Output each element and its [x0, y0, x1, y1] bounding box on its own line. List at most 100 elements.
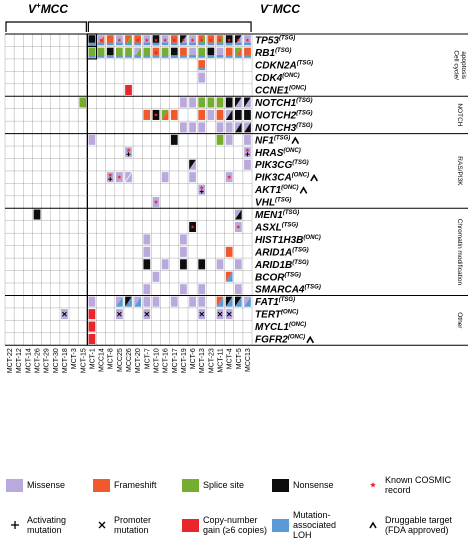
cell-fill — [198, 60, 206, 71]
gene-labels: TP53(TSG)RB1(TSG)CDKN2A(TSG)CDK4(ONC)CCN… — [254, 36, 321, 346]
gene-name: TP53 — [255, 36, 279, 47]
mutation-cell — [152, 296, 160, 307]
gene-class-tag: (TSG) — [285, 272, 301, 278]
loh-strip — [207, 55, 215, 58]
loh-strip — [152, 55, 160, 58]
gene-label: MEN1(TSG) — [255, 210, 299, 221]
cell-fill-lower — [134, 296, 142, 307]
legend-swatch — [93, 479, 110, 492]
cell-fill — [207, 47, 215, 58]
mutation-cell — [180, 97, 187, 108]
cell-fill-lower — [244, 122, 251, 133]
mutation-cell — [143, 47, 151, 58]
gene-class-tag: (TSG) — [292, 247, 308, 253]
group-label: RAS/PI3K — [456, 156, 463, 186]
gene-class-tag: (TSG) — [296, 123, 312, 129]
loh-strip — [143, 55, 151, 58]
cell-fill-upper — [234, 209, 242, 220]
cosmic-star — [153, 112, 158, 117]
gene-name: RB1 — [255, 48, 275, 59]
gene-label: CCNE1(ONC) — [255, 86, 306, 97]
gene-label: TERT(ONC) — [255, 310, 298, 321]
gene-class-tag: (TSG) — [275, 48, 291, 54]
gene-label: NOTCH3(TSG) — [255, 123, 312, 134]
gene-class-tag: (TSG) — [283, 210, 299, 216]
loh-strip — [225, 55, 233, 58]
bracket-virus-positive — [5, 21, 87, 32]
cosmic-star — [190, 224, 195, 229]
mutation-cell — [225, 134, 233, 145]
mutation-cell — [134, 35, 142, 46]
sample-label: MCT-16 — [163, 348, 170, 373]
mutation-cell — [244, 296, 251, 307]
cell-fill — [216, 122, 224, 133]
legend-label: gain (≥6 copies) — [203, 525, 267, 535]
mutation-cell — [143, 246, 151, 257]
mutation-cell — [198, 259, 206, 270]
sample-labels: MCT-22 MCT-12 MCT-14 MCT-26 MCT-29 MCT-30 MCT-… — [7, 348, 252, 373]
mutation-cell — [189, 172, 196, 183]
sample-label: MCT-30 — [53, 348, 60, 373]
mutation-cell — [116, 35, 123, 46]
cosmic-star — [218, 38, 223, 42]
mutation-cell — [225, 271, 233, 282]
cell-fill — [97, 47, 105, 58]
mutation-cell — [216, 109, 224, 120]
header-virus-negative-tail: MCC — [273, 2, 301, 16]
mutation-cell — [225, 47, 233, 58]
cell-fill-upper — [125, 296, 132, 307]
loh-strip — [106, 42, 114, 46]
legend-swatch — [182, 519, 199, 532]
mutation-cell — [143, 284, 151, 295]
gene-label: PIK3CA(ONC) — [255, 173, 309, 184]
matrix-grid — [4, 33, 468, 346]
legend-x — [98, 521, 106, 529]
header-virus-negative-sup: − — [268, 1, 273, 10]
gene-name: TERT — [255, 310, 282, 321]
druggable-caret — [310, 173, 318, 182]
gene-name: MYCL1 — [255, 322, 289, 333]
gene-name: VHL — [255, 198, 275, 209]
gene-label: ARID1A(TSG) — [254, 247, 309, 258]
header-virus-positive-main: V — [28, 2, 37, 16]
gene-class-tag: (TSG) — [292, 160, 308, 166]
mutation-cell — [161, 47, 169, 58]
cell-fill-upper — [234, 122, 242, 133]
gene-name: PIK3CG — [255, 160, 292, 171]
gene-label: NOTCH1(TSG) — [255, 98, 312, 109]
cell-fill — [189, 122, 196, 133]
cell-fill — [180, 97, 187, 108]
mutation-cell — [61, 309, 68, 320]
loh-strip — [244, 55, 251, 58]
loh-strip — [88, 55, 96, 58]
cell-fill — [225, 246, 233, 257]
cell-fill-lower — [116, 296, 123, 307]
cell-fill — [88, 334, 96, 345]
legend-swatch — [272, 479, 289, 492]
cell-fill — [152, 296, 160, 307]
cell-fill-upper — [244, 296, 251, 307]
loh-strip — [134, 42, 142, 46]
mutation-cell — [33, 209, 41, 220]
gene-label: TP53(TSG) — [255, 36, 295, 47]
mutation-cell — [198, 35, 206, 46]
header-virus-negative: V−MCC — [260, 1, 300, 16]
gene-label: NF1(TSG) — [255, 135, 290, 146]
loh-strip — [116, 42, 123, 46]
legend-label: (FDA approved) — [385, 525, 449, 535]
gene-class-tag: (TSG) — [279, 297, 295, 303]
legend-item: Druggable target(FDA approved) — [369, 515, 453, 535]
gene-name: PIK3CA — [255, 173, 292, 184]
gene-label: MYCL1(ONC) — [255, 322, 306, 333]
cell-fill — [198, 72, 206, 83]
cell-fill — [106, 35, 114, 46]
mutation-cell — [225, 172, 233, 183]
gene-label: FGFR2(ONC) — [255, 335, 305, 346]
mutation-cell — [170, 296, 178, 307]
loh-strip — [152, 42, 160, 46]
cell-fill-lower — [189, 159, 196, 170]
cell-fill — [244, 47, 251, 58]
mutation-cell — [207, 47, 215, 58]
